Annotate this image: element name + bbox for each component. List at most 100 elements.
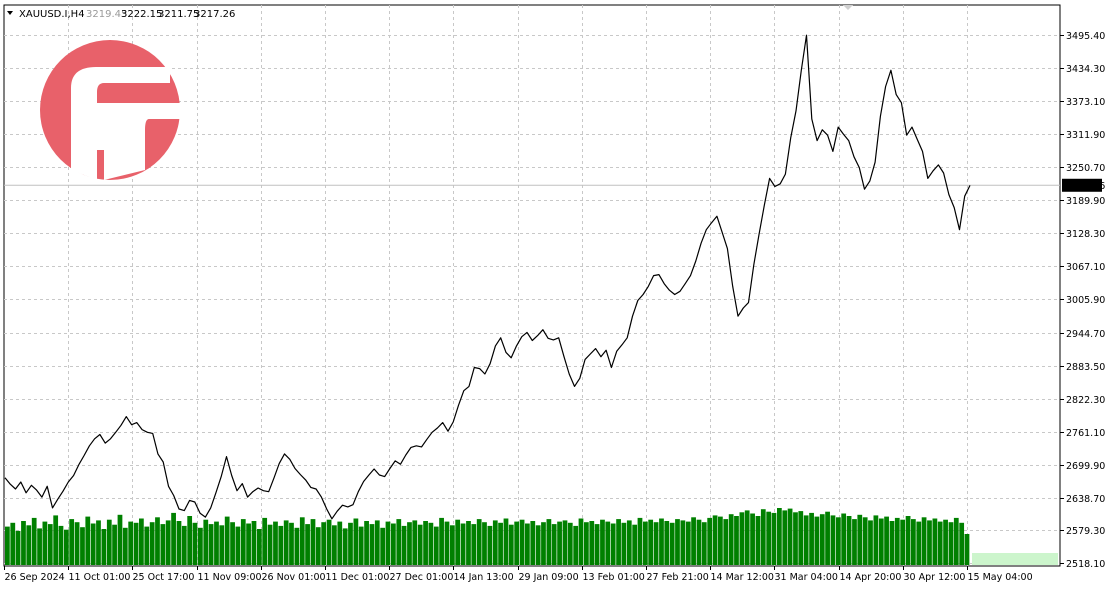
volume-bar xyxy=(508,524,514,565)
logo-inner-block xyxy=(104,119,145,150)
volume-bar xyxy=(814,516,820,565)
volume-bar xyxy=(203,519,209,565)
volume-bar xyxy=(943,519,948,565)
volume-bar xyxy=(181,525,187,565)
volume-bar xyxy=(744,510,750,565)
y-tick-label: 2761.10 xyxy=(1066,428,1105,439)
volume-bar xyxy=(310,519,316,565)
y-axis: 3495.40 3434.30 3373.10 3311.90 3250.70 3189.… xyxy=(1060,31,1105,570)
volume-bar xyxy=(31,517,37,565)
volume-bar xyxy=(155,517,160,565)
brand-logo xyxy=(40,40,180,180)
y-tick-label: 2883.50 xyxy=(1066,362,1105,373)
volume-bar xyxy=(58,525,64,565)
volume-bar xyxy=(535,525,541,565)
volume-bar xyxy=(273,521,278,565)
volume-bar xyxy=(299,517,305,565)
volume-bar xyxy=(868,520,873,565)
dropdown-triangle-icon[interactable] xyxy=(7,11,13,15)
y-tick-label: 3373.10 xyxy=(1066,97,1105,108)
volume-bar xyxy=(117,514,123,565)
volume-bar xyxy=(69,519,75,565)
volume-bar xyxy=(235,526,241,565)
volume-bar xyxy=(358,526,364,565)
volume-layer xyxy=(5,508,970,565)
volume-bar xyxy=(750,513,755,565)
x-tick-label: 11 Nov 09:00 xyxy=(198,572,262,583)
volume-bar xyxy=(680,520,686,565)
volume-bar xyxy=(64,529,69,565)
volume-bar xyxy=(407,522,412,565)
price-tag-label: 3217.26 xyxy=(1066,181,1105,192)
chart-header: XAUUSD.I,H4 3219.45 3222.15 3211.75 3217… xyxy=(7,9,235,20)
volume-bar xyxy=(230,522,235,565)
volume-bar xyxy=(771,512,777,565)
volume-bar xyxy=(557,521,562,565)
volume-bar xyxy=(219,525,225,565)
volume-bar xyxy=(953,517,959,565)
x-tick-label: 14 Apr 20:00 xyxy=(840,572,902,583)
x-tick-label: 14 Mar 12:00 xyxy=(711,572,774,583)
x-tick-label: 26 Sep 2024 xyxy=(5,572,65,583)
y-tick-label: 2699.90 xyxy=(1066,461,1105,472)
x-tick-label: 11 Oct 01:00 xyxy=(69,572,131,583)
y-tick-label: 2822.30 xyxy=(1066,395,1105,406)
grid-layer xyxy=(4,5,1060,566)
shift-marker-icon[interactable] xyxy=(843,5,853,10)
volume-bar xyxy=(262,517,268,565)
y-tick-label: 2638.70 xyxy=(1066,494,1105,505)
volume-bar xyxy=(353,518,359,565)
volume-bar xyxy=(374,520,380,565)
volume-bar xyxy=(916,521,922,565)
volume-bar xyxy=(819,514,825,565)
volume-bar xyxy=(573,525,579,565)
volume-bar xyxy=(932,518,938,565)
volume-bar xyxy=(240,519,246,565)
volume-bar xyxy=(26,525,32,565)
volume-bar xyxy=(208,524,214,565)
volume-bar xyxy=(214,521,219,565)
volume-bar xyxy=(401,525,407,565)
price-tag-box xyxy=(1062,178,1102,192)
volume-bar xyxy=(760,509,766,565)
volume-bar xyxy=(85,516,91,565)
volume-bar xyxy=(723,519,729,565)
volume-bar xyxy=(846,516,852,565)
ohlc-open: 3219.45 xyxy=(86,9,127,20)
volume-bar xyxy=(948,522,954,565)
volume-bar xyxy=(894,517,900,565)
volume-bar xyxy=(616,519,621,565)
volume-bar xyxy=(873,515,879,565)
volume-bar xyxy=(541,522,546,565)
x-tick-label: 26 Nov 01:00 xyxy=(262,572,326,583)
volume-bar xyxy=(128,521,134,565)
volume-bar xyxy=(530,521,536,565)
volume-bar xyxy=(187,516,193,565)
volume-bar xyxy=(122,527,128,565)
volume-bar xyxy=(519,519,525,565)
volume-bar xyxy=(685,521,691,565)
volume-bar xyxy=(878,518,884,565)
price-tag: 3217.26 xyxy=(1062,178,1105,192)
volume-bar xyxy=(433,526,439,565)
x-tick-label: 15 May 04:00 xyxy=(968,572,1033,583)
y-tick-label: 2944.70 xyxy=(1066,329,1105,340)
volume-bar xyxy=(364,521,369,565)
y-tick-label: 3434.30 xyxy=(1066,64,1105,75)
ohlc-high: 3222.15 xyxy=(121,9,162,20)
volume-bar xyxy=(525,523,530,565)
volume-bar xyxy=(562,520,568,565)
y-tick-label: 3067.10 xyxy=(1066,262,1105,273)
volume-bar xyxy=(165,520,171,565)
volume-bar xyxy=(900,519,906,565)
price-layer xyxy=(4,34,971,520)
volume-bar xyxy=(412,520,418,565)
volume-bar xyxy=(342,528,348,565)
y-tick-label: 3189.90 xyxy=(1066,196,1105,207)
volume-bar xyxy=(380,527,386,565)
y-tick-label: 3005.90 xyxy=(1066,295,1105,306)
volume-bar xyxy=(267,524,273,565)
volume-bar xyxy=(594,524,600,565)
